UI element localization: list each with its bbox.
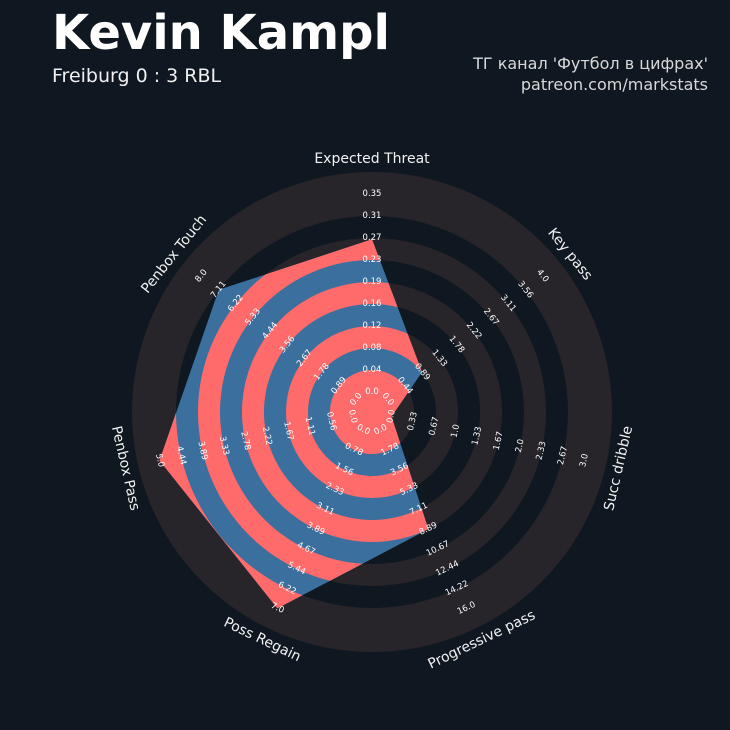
match-subtitle: Freiburg 0 : 3 RBL	[52, 65, 222, 87]
tick-label: 3.33	[217, 435, 231, 456]
tick-label: 0.0	[385, 409, 398, 424]
tick-label: 2.22	[260, 426, 274, 447]
tick-label: 5.0	[153, 453, 166, 468]
tick-label: 2.67	[556, 445, 570, 466]
tick-label: 3.89	[195, 440, 209, 461]
radar-polygon-layer	[159, 239, 429, 609]
tick-label: 0.67	[427, 416, 441, 437]
tick-label: 1.33	[470, 426, 484, 447]
param-label-expected-threat: Expected Threat	[314, 151, 430, 167]
tick-label: 0.0	[346, 409, 359, 424]
tick-label: 2.78	[238, 431, 252, 452]
player-name-title: Kevin Kampl	[52, 5, 390, 61]
tick-label: 0.23	[363, 255, 382, 265]
radar-polygon-rings	[159, 239, 429, 609]
tick-label: 0.33	[406, 411, 420, 432]
tick-label: 0.16	[363, 299, 382, 309]
tick-label: 1.11	[303, 416, 317, 437]
tick-label: 1.67	[492, 431, 506, 452]
tick-label: 0.08	[363, 343, 382, 353]
tick-label: 1.67	[281, 421, 295, 442]
tick-label: 0.35	[363, 189, 382, 199]
tick-label: 0.12	[363, 321, 382, 331]
tick-label: 0.19	[363, 277, 382, 287]
tick-label: 0.04	[363, 365, 382, 375]
radar-ring-fill-0	[330, 370, 414, 454]
tick-label: 3.0	[578, 453, 591, 468]
tick-label: 4.44	[174, 445, 188, 466]
tick-label: 0.31	[363, 211, 382, 221]
tick-label: 0.0	[365, 387, 379, 397]
tick-label: 2.0	[514, 438, 527, 453]
telegram-credit: ТГ канал 'Футбол в цифрах'	[473, 54, 708, 73]
credits: ТГ канал 'Футбол в цифрах' patreon.com/m…	[473, 54, 708, 96]
tick-label: 0.27	[363, 233, 382, 243]
tick-label: 1.0	[449, 423, 462, 438]
tick-label: 2.33	[535, 440, 549, 461]
radar-center-disc	[352, 392, 392, 432]
tick-label: 0.56	[324, 411, 338, 432]
patreon-credit: patreon.com/markstats	[520, 74, 708, 94]
